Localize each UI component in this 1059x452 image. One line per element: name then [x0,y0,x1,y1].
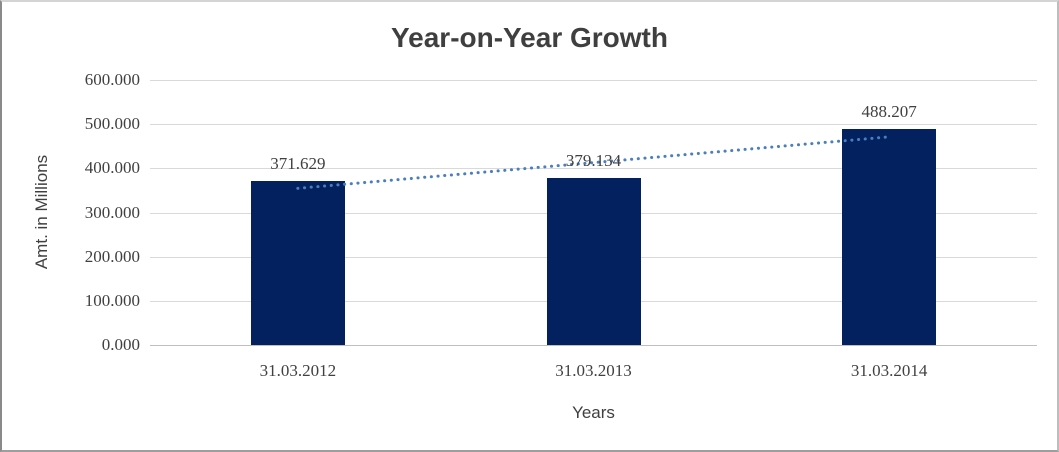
x-tick-label: 31.03.2013 [555,361,632,380]
bar-data-label: 379.134 [565,150,622,170]
bar-31.03.2012 [250,180,345,345]
y-tick-label: 600.000 [84,70,140,89]
x-axis-title: Years [572,403,615,422]
x-tick-label: 31.03.2014 [850,361,928,380]
y-tick-label: 0.000 [101,335,140,354]
gridline [150,124,1037,126]
bar-data-label: 488.207 [861,102,917,122]
x-tick-label: 31.03.2012 [259,361,337,380]
x-axis-line [150,345,1037,346]
y-tick-label: 300.000 [84,202,140,222]
y-tick-label: 200.000 [84,246,140,266]
y-tick-label: 400.000 [84,158,140,178]
bar-31.03.2013 [546,177,641,345]
y-tick-label: 100.000 [84,290,140,310]
y-tick-label: 500.000 [84,114,140,134]
gridline [150,80,1037,81]
bar-data-label: 371.629 [270,153,326,173]
chart-title: Year-on-Year Growth [391,22,668,53]
